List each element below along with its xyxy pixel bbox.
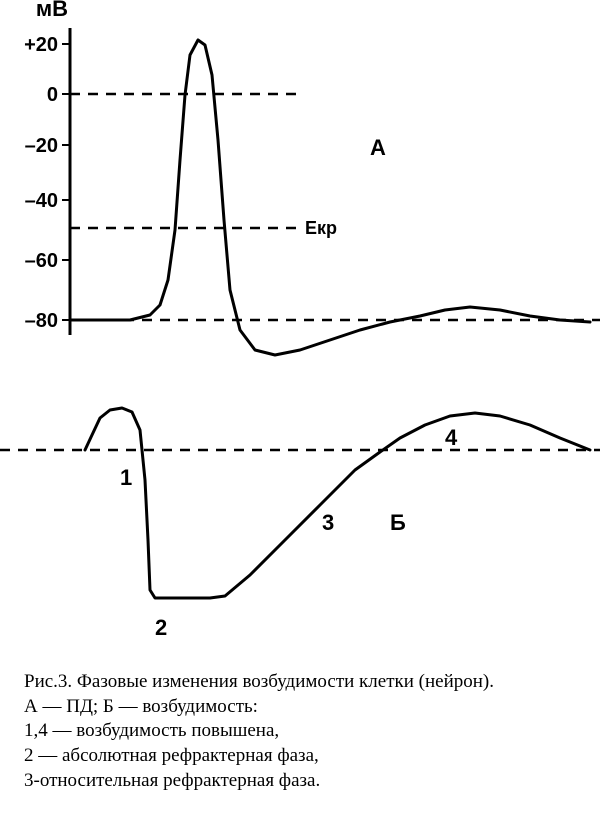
caption-line-1: А — ПД; Б — возбудимость:	[24, 695, 584, 720]
svg-text:2: 2	[155, 615, 167, 640]
svg-text:3: 3	[322, 510, 334, 535]
caption-line-2: 1,4 — возбудимость повышена,	[24, 719, 584, 744]
svg-text:–80: –80	[25, 310, 58, 332]
svg-text:мВ: мВ	[36, 0, 68, 21]
caption-line-0: Рис.3. Фазовые изменения возбудимости кл…	[24, 670, 584, 695]
svg-text:–20: –20	[25, 135, 58, 157]
chart-area: мВ +20 0 –20 –40 –60 –80 Eкр А 1 2 3 4 Б	[0, 0, 608, 655]
caption-line-3: 2 — абсолютная рефрактерная фаза,	[24, 744, 584, 769]
chart-svg: мВ +20 0 –20 –40 –60 –80 Eкр А 1 2 3 4 Б	[0, 0, 608, 655]
svg-text:–60: –60	[25, 250, 58, 272]
figure-caption: Рис.3. Фазовые изменения возбудимости кл…	[24, 670, 584, 793]
svg-text:1: 1	[120, 465, 132, 490]
svg-text:4: 4	[445, 425, 458, 450]
svg-text:0: 0	[47, 84, 58, 106]
svg-text:Eкр: Eкр	[305, 218, 337, 238]
svg-text:+20: +20	[24, 34, 58, 56]
svg-text:–40: –40	[25, 190, 58, 212]
caption-line-4: 3-относительная рефрактерная фаза.	[24, 769, 584, 794]
svg-text:А: А	[370, 135, 386, 160]
svg-text:Б: Б	[390, 510, 406, 535]
